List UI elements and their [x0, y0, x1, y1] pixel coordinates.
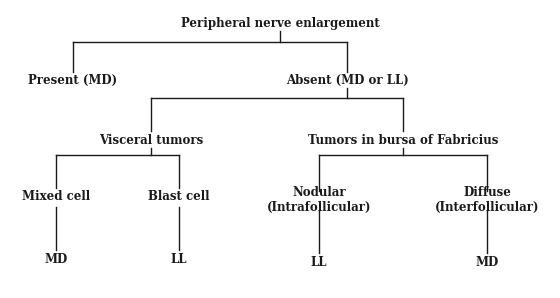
Text: Diffuse
(Interfollicular): Diffuse (Interfollicular)	[435, 186, 539, 214]
Text: Nodular
(Intrafollicular): Nodular (Intrafollicular)	[267, 186, 371, 214]
Text: Tumors in bursa of Fabricius: Tumors in bursa of Fabricius	[308, 134, 498, 147]
Text: Present (MD): Present (MD)	[28, 74, 118, 87]
Text: MD: MD	[44, 253, 68, 266]
Text: Peripheral nerve enlargement: Peripheral nerve enlargement	[181, 17, 379, 30]
Text: LL: LL	[311, 256, 328, 269]
Text: Mixed cell: Mixed cell	[22, 190, 90, 203]
Text: MD: MD	[475, 256, 499, 269]
Text: Visceral tumors: Visceral tumors	[99, 134, 203, 147]
Text: LL: LL	[171, 253, 188, 266]
Text: Absent (MD or LL): Absent (MD or LL)	[286, 74, 409, 87]
Text: Blast cell: Blast cell	[148, 190, 210, 203]
